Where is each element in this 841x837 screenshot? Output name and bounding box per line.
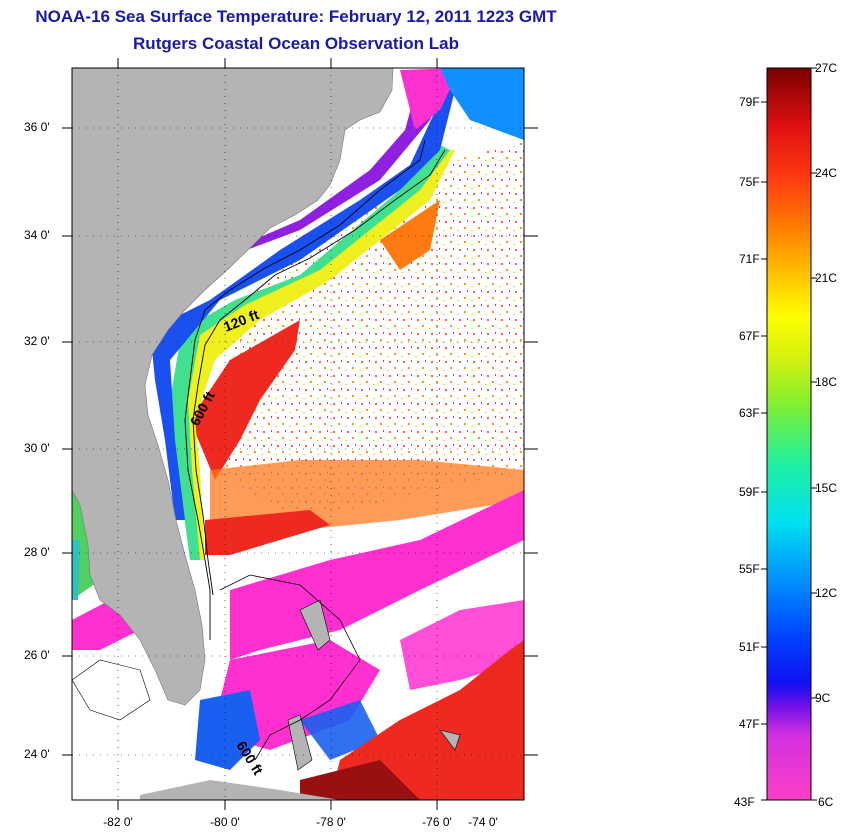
- colorbar-f-label: 43F: [734, 795, 755, 809]
- colorbar-c-label: 15C: [815, 481, 838, 495]
- colorbar: [766, 67, 812, 801]
- contour-600ft: [192, 149, 446, 596]
- land-mass: [72, 68, 394, 706]
- lon-label: -74 0': [468, 815, 498, 829]
- colorbar-c-label: 24C: [815, 166, 838, 180]
- contour-120ft: [184, 139, 426, 640]
- colorbar-f-label: 51F: [739, 640, 760, 654]
- lat-label: 36 0': [24, 120, 50, 134]
- lat-label: 28 0': [24, 545, 50, 559]
- coastal-cold-band: [150, 90, 455, 520]
- colorbar-f-label: 67F: [739, 329, 760, 343]
- lon-label: -76 0': [422, 815, 452, 829]
- lon-label: -82 0': [103, 815, 133, 829]
- lat-label: 24 0': [24, 747, 50, 761]
- colorbar-f-label: 59F: [739, 485, 760, 499]
- lat-label: 26 0': [24, 648, 50, 662]
- colorbar-f-label: 55F: [739, 562, 760, 576]
- colorbar-c-label: 21C: [815, 271, 838, 285]
- sst-layer: [72, 68, 524, 800]
- axis-ticks: [62, 58, 538, 810]
- colorbar-f-label: 71F: [739, 252, 760, 266]
- lat-label: 32 0': [24, 334, 50, 348]
- colorbar-f-label: 63F: [739, 406, 760, 420]
- colorbar-c-label: 9C: [815, 691, 831, 705]
- colorbar-c-label: 12C: [815, 586, 838, 600]
- lon-label: -80 0': [210, 815, 240, 829]
- lat-label: 30 0': [24, 441, 50, 455]
- colorbar-c-label: 27C: [815, 61, 838, 75]
- colorbar-f-label: 75F: [739, 175, 760, 189]
- land-cuba: [140, 780, 340, 800]
- graticule: [72, 68, 524, 800]
- map-subtitle: Rutgers Coastal Ocean Observation Lab: [133, 34, 459, 53]
- warm-water-se: [330, 640, 524, 800]
- gulf-stream-warm-patch: [190, 320, 300, 480]
- colorbar-c-label: 18C: [815, 375, 838, 389]
- colorbar-f-label: 47F: [739, 717, 760, 731]
- colorbar-ticks: [761, 67, 817, 801]
- lon-label: -78 0': [316, 815, 346, 829]
- lat-label: 34 0': [24, 228, 50, 242]
- colorbar-f-label: 79F: [739, 95, 760, 109]
- colorbar-c-label: 6C: [818, 795, 834, 809]
- map-title: NOAA-16 Sea Surface Temperature: Februar…: [35, 7, 557, 26]
